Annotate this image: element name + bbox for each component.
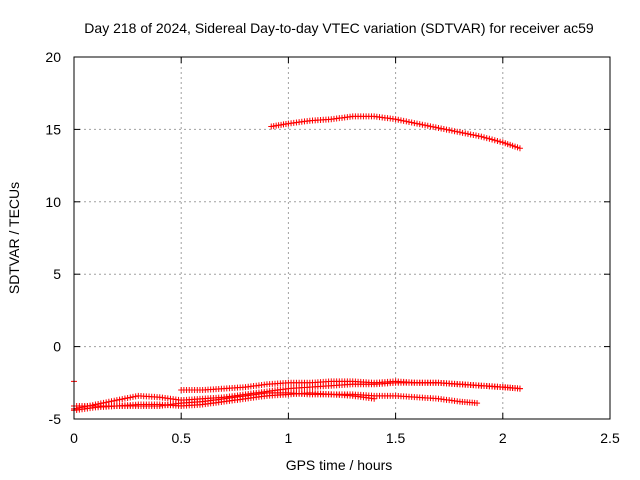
data-point [392, 116, 399, 123]
data-points [71, 113, 523, 414]
data-point [462, 130, 469, 137]
data-point [419, 121, 426, 128]
x-tick-label: 2 [499, 430, 507, 446]
y-axis-label: SDTVAR / TECUs [6, 182, 22, 294]
data-point [406, 118, 412, 125]
y-tick-label: 20 [45, 49, 61, 65]
x-tick-label: 2.5 [600, 430, 620, 446]
data-point [424, 122, 431, 129]
data-point [481, 134, 488, 141]
data-point [411, 120, 418, 127]
data-point [427, 123, 434, 130]
data-point [422, 122, 429, 129]
data-point [121, 395, 128, 402]
data-point [414, 120, 421, 127]
data-point [467, 131, 474, 138]
data-point [435, 124, 442, 131]
data-point [478, 133, 485, 140]
axis-ticks: 0 0.5 1 1.5 2 2.5 -5 0 5 10 15 20 [45, 49, 620, 446]
y-tick-label: 15 [45, 121, 61, 137]
data-point [451, 128, 458, 135]
data-point [371, 395, 378, 402]
data-point [440, 126, 447, 133]
data-point [395, 116, 402, 123]
data-point [119, 396, 126, 403]
data-point [456, 129, 463, 136]
grid-lines [74, 57, 610, 419]
data-point [129, 393, 136, 400]
data-point [494, 137, 501, 144]
data-point [416, 121, 423, 128]
series-arc-B [178, 378, 523, 394]
data-point [516, 385, 523, 392]
data-point [473, 132, 479, 139]
data-point [446, 127, 453, 134]
data-point [400, 117, 407, 124]
data-point [448, 127, 455, 134]
data-point [459, 129, 466, 136]
x-axis-label: GPS time / hours [286, 457, 393, 473]
data-point [474, 400, 481, 407]
data-point [124, 395, 131, 402]
plot-frame [73, 56, 611, 420]
data-point [111, 397, 118, 404]
data-point [432, 124, 439, 131]
data-point [454, 128, 461, 135]
x-tick-label: 0 [70, 430, 78, 446]
x-tick-label: 1 [285, 430, 293, 446]
data-point [113, 397, 120, 404]
x-tick-label: 1.5 [386, 430, 406, 446]
data-point [438, 125, 445, 132]
data-point [475, 133, 482, 140]
data-point [491, 137, 498, 144]
data-point [489, 136, 496, 143]
series-arc-C [71, 389, 481, 414]
data-point [127, 394, 134, 401]
x-tick-label: 0.5 [171, 430, 191, 446]
data-point [497, 138, 504, 145]
y-tick-label: -5 [49, 411, 62, 427]
y-tick-label: 10 [45, 194, 61, 210]
data-point [486, 135, 493, 142]
data-point [443, 126, 450, 133]
y-tick-label: 5 [53, 266, 61, 282]
data-point [132, 393, 139, 400]
data-point [464, 130, 471, 137]
data-point [408, 119, 415, 126]
data-point [483, 135, 490, 142]
data-point [397, 117, 404, 124]
series-upper-arc [268, 113, 523, 152]
data-point [403, 118, 410, 125]
data-point [470, 132, 477, 139]
data-point [516, 145, 523, 152]
series-arc-D [71, 389, 378, 409]
data-point [116, 396, 123, 403]
data-point [430, 123, 437, 130]
y-tick-label: 0 [53, 339, 61, 355]
chart-title: Day 218 of 2024, Sidereal Day-to-day VTE… [84, 20, 594, 36]
